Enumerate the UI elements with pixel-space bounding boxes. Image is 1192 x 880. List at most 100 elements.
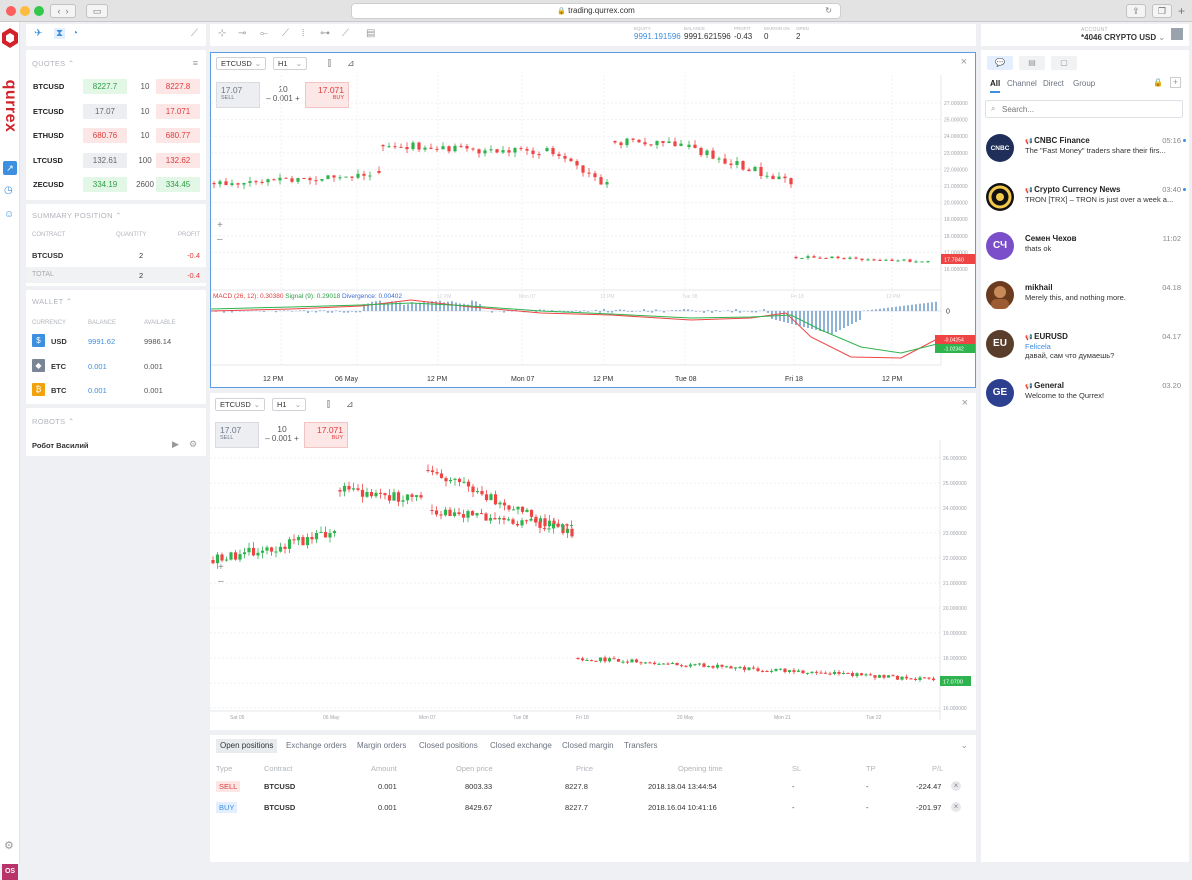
calendar-icon[interactable]: ▤ [366,28,375,39]
bid-price[interactable]: 8227.7 [83,79,127,94]
zoom-window-button[interactable] [34,6,44,16]
chat-search[interactable]: ⌕ [985,100,1183,118]
candle-body [854,258,857,259]
lock-icon[interactable]: 🔒 [1153,78,1163,87]
sidebar-toggle-icon[interactable]: ▭ [86,4,108,18]
horizontal-line-icon[interactable]: ⊶ [320,28,330,39]
positions-tab[interactable]: Closed margin [558,739,618,753]
share-icon[interactable]: ⇪ [1126,4,1146,18]
price-chart-1[interactable]: 27.00000025.00000024.00000023.00000022.0… [211,75,975,387]
summary-title[interactable]: SUMMARY POSITION ⌃ [32,211,122,220]
tabs-icon[interactable]: ❐ [1152,4,1172,18]
hourglass-icon[interactable]: ⧗ [54,28,65,39]
close-chart-2-icon[interactable]: × [962,397,968,409]
ask-price[interactable]: 8227.8 [156,79,200,94]
candle-body [587,173,590,174]
candle-body [777,177,780,180]
trading-nav-icon[interactable]: ↗ [3,161,17,175]
quotes-menu-icon[interactable]: ≡ [193,58,198,68]
close-position-button[interactable]: × [951,802,961,812]
reload-icon[interactable]: ↻ [825,4,832,18]
new-tab-icon[interactable]: + [1178,4,1185,18]
address-bar[interactable]: 🔒 trading.qurrex.com ↻ [351,3,841,19]
bid-price[interactable]: 132.61 [83,153,127,168]
ask-price[interactable]: 680.77 [156,128,200,143]
candles-icon[interactable]: ⫿ [327,399,330,410]
symbol-select-1[interactable]: ETCUSD⌄ [216,57,266,70]
user-avatar[interactable]: OS [2,864,18,880]
vertical-line-icon[interactable]: ⦙ [302,28,304,39]
robot-settings-icon[interactable]: ⚙ [189,439,197,450]
collapse-positions-icon[interactable]: ⌄ [960,740,968,751]
candle-body [453,479,456,480]
robots-title[interactable]: ROBOTS ⌃ [32,417,74,426]
chat-filter-all[interactable]: All [990,79,1000,93]
account-selector[interactable]: *4046 CRYPTO USD ⌄ [1081,33,1165,42]
minimize-window-button[interactable] [20,6,30,16]
ask-price[interactable]: 17.071 [156,104,200,119]
add-chat-icon[interactable]: + [1170,77,1181,88]
cursor-icon[interactable]: ⊸ [238,28,246,39]
rocket-icon[interactable]: ✈ [34,28,42,39]
back-forward-buttons[interactable]: ‹ › [50,4,76,18]
close-chart-1-icon[interactable]: × [961,56,967,68]
ask-price[interactable]: 132.62 [156,153,200,168]
price-chart-2[interactable]: 26.00000025.00000024.00000023.00000022.0… [210,430,976,730]
timeframe-select-1[interactable]: H1⌄ [273,57,307,70]
news-tab-icon[interactable]: ▤ [1019,56,1045,70]
chat-filter-channel[interactable]: Channel [1007,79,1037,88]
account-avatar[interactable] [1171,28,1183,40]
files-tab-icon[interactable]: ▢ [1051,56,1077,70]
quotes-title[interactable]: QUOTES ⌃ [32,59,74,68]
timeframe-select-2[interactable]: H1⌄ [272,398,306,411]
zoom-controls-2[interactable]: +– [218,561,224,589]
robot-name[interactable]: Робот Василий [32,441,89,450]
indicators-icon[interactable]: ⊿ [346,399,354,410]
wallet-title[interactable]: WALLET ⌃ [32,297,72,306]
candle-body [471,511,474,515]
chat-filter-group[interactable]: Group [1073,79,1095,88]
ask-price[interactable]: 334.45 [156,177,200,192]
positions-tab[interactable]: Open positions [216,739,277,753]
bid-price[interactable]: 334.19 [83,177,127,192]
robot-nav-icon[interactable]: ☺ [4,209,14,220]
signal-icon[interactable]: ◔ [72,28,78,39]
chat-search-input[interactable] [1002,103,1172,115]
bid-price[interactable]: 680.76 [83,128,127,143]
play-icon[interactable]: ▶ [172,439,179,450]
candle-body [539,518,542,522]
history-nav-icon[interactable]: ◷ [4,185,13,196]
close-position-button[interactable]: × [951,781,961,791]
trendline-icon[interactable]: ⟜ [260,28,268,39]
candles-icon[interactable]: ⫿ [328,58,331,69]
zoom-controls-1[interactable]: +– [217,219,223,247]
crosshair-icon[interactable]: ⊹ [218,28,226,39]
indicators-icon[interactable]: ⊿ [347,58,355,69]
chart-tool-icon[interactable]: ⟋ [191,28,198,39]
symbol-select-2[interactable]: ETCUSD⌄ [215,398,265,411]
settings-icon[interactable]: ⚙ [4,839,14,852]
bid-price[interactable]: 17.07 [83,104,127,119]
positions-tab[interactable]: Margin orders [353,739,410,753]
channel-icon[interactable]: ⟋ [342,28,349,39]
chat-filter-direct[interactable]: Direct [1043,79,1064,88]
positions-tab[interactable]: Exchange orders [282,739,350,753]
chat-tab-icon[interactable]: 💬 [987,56,1013,70]
candle-body [320,179,323,181]
positions-tab[interactable]: Closed exchange [486,739,556,753]
positions-tab[interactable]: Closed positions [415,739,482,753]
ray-icon[interactable]: ⟋ [282,28,289,39]
positions-tab[interactable]: Transfers [620,739,662,753]
close-window-button[interactable] [6,6,16,16]
